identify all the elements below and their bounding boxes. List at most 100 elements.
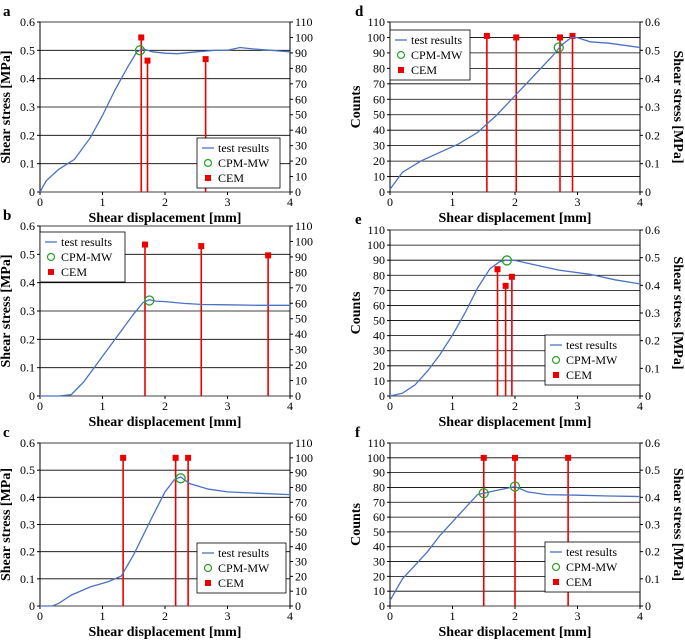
cpm-mw-marker	[501, 255, 513, 266]
right-tick-label: 0.2	[645, 128, 660, 142]
left-tick-label: 40	[373, 123, 385, 137]
y-axis-label-left: Shear stress [MPa]	[0, 254, 14, 367]
cem-marker	[494, 266, 501, 273]
left-tick-label: 60	[373, 298, 385, 312]
y-axis-label-left: Shear stress [MPa]	[0, 50, 14, 163]
left-tick-label: 110	[367, 223, 385, 237]
right-tick-label: 100	[295, 30, 313, 44]
panel-c: 00.10.20.30.40.50.6010203040506070809010…	[0, 425, 313, 640]
right-tick-label: 0.5	[645, 251, 660, 265]
left-tick-label: 50	[373, 108, 385, 122]
right-tick-label: 70	[295, 77, 307, 91]
cpm-mw-marker	[509, 481, 521, 492]
x-tick-label: 0	[37, 399, 43, 413]
cem-marker	[265, 252, 272, 259]
legend-box	[544, 334, 641, 386]
left-tick-label: 0.2	[20, 332, 35, 346]
x-tick-label: 0	[387, 399, 393, 413]
legend-circle-swatch	[396, 50, 406, 60]
left-tick-label: 0	[29, 389, 35, 403]
x-axis-label: Shear displacement [mm]	[89, 415, 242, 430]
legend-square-swatch	[48, 269, 54, 275]
left-tick-label: 100	[367, 30, 385, 44]
panel-letter: c	[3, 425, 10, 441]
cem-marker	[502, 282, 509, 289]
left-tick-label: 0	[29, 185, 35, 199]
right-tick-label: 0.3	[645, 518, 660, 532]
right-tick-label: 0.1	[645, 572, 660, 586]
y-axis-label-left: Counts	[349, 291, 364, 334]
right-tick-label: 20	[295, 569, 307, 583]
x-tick-label: 3	[225, 195, 231, 209]
left-tick-label: 0.1	[20, 361, 35, 375]
cem-marker	[185, 454, 192, 461]
cem-marker	[202, 56, 209, 63]
left-tick-label: 90	[373, 253, 385, 267]
cpm-mw-marker	[553, 42, 564, 53]
left-tick-label: 30	[373, 139, 385, 153]
right-tick-label: 0.1	[645, 157, 660, 171]
right-tick-label: 40	[295, 540, 307, 554]
cpm-mw-marker	[175, 473, 186, 484]
cem-marker	[565, 454, 572, 461]
x-tick-label: 4	[637, 195, 643, 209]
left-tick-label: 0.6	[20, 219, 35, 233]
left-tick-label: 110	[367, 436, 385, 450]
right-tick-label: 110	[295, 436, 313, 450]
left-tick-label: 0	[379, 185, 385, 199]
x-tick-label: 1	[100, 195, 106, 209]
test-results-line	[39, 46, 291, 193]
right-tick-label: 0.2	[645, 545, 660, 559]
right-tick-label: 110	[295, 15, 313, 29]
right-tick-label: 60	[295, 296, 307, 310]
left-tick-label: 0.1	[20, 157, 35, 171]
panel-letter: a	[3, 4, 11, 20]
left-tick-label: 40	[373, 540, 385, 554]
right-tick-label: 0	[295, 599, 301, 613]
legend-test-results: test results	[566, 338, 617, 352]
cpm-mw-marker	[478, 488, 489, 499]
x-tick-label: 1	[450, 195, 456, 209]
legend-square-swatch	[205, 175, 211, 181]
x-tick-label: 2	[512, 195, 518, 209]
cem-marker	[557, 34, 563, 41]
x-tick-label: 3	[225, 609, 231, 623]
cem-marker	[483, 32, 490, 39]
legend-cpm-mw: CPM-MW	[566, 353, 618, 367]
legend-cem: CEM	[411, 63, 437, 77]
right-tick-label: 60	[295, 510, 307, 524]
right-tick-label: 70	[295, 281, 307, 295]
left-tick-label: 100	[367, 451, 385, 465]
right-tick-label: 80	[295, 61, 307, 75]
test-results-line	[389, 259, 641, 397]
right-tick-label: 90	[295, 466, 307, 480]
right-tick-label: 0.6	[645, 15, 660, 29]
y-axis-label-left: Counts	[349, 85, 364, 128]
legend-cem: CEM	[218, 171, 244, 185]
right-tick-label: 30	[295, 139, 307, 153]
right-tick-label: 0.3	[645, 100, 660, 114]
x-axis-label: Shear displacement [mm]	[439, 415, 592, 430]
right-tick-label: 90	[295, 46, 307, 60]
right-tick-label: 0	[295, 185, 301, 199]
right-tick-label: 20	[295, 154, 307, 168]
left-tick-label: 20	[373, 154, 385, 168]
x-tick-label: 3	[225, 399, 231, 413]
left-tick-label: 20	[373, 569, 385, 583]
right-tick-label: 80	[295, 265, 307, 279]
cem-marker	[172, 454, 179, 461]
left-tick-label: 30	[373, 555, 385, 569]
legend-cpm-mw: CPM-MW	[61, 250, 113, 264]
legend-box	[544, 541, 641, 593]
right-tick-label: 0.6	[645, 436, 660, 450]
right-tick-label: 80	[295, 480, 307, 494]
right-tick-label: 90	[295, 250, 307, 264]
legend-square-swatch	[205, 580, 211, 586]
x-tick-label: 4	[637, 609, 643, 623]
x-tick-label: 2	[162, 195, 168, 209]
legend-circle-swatch	[46, 252, 56, 262]
